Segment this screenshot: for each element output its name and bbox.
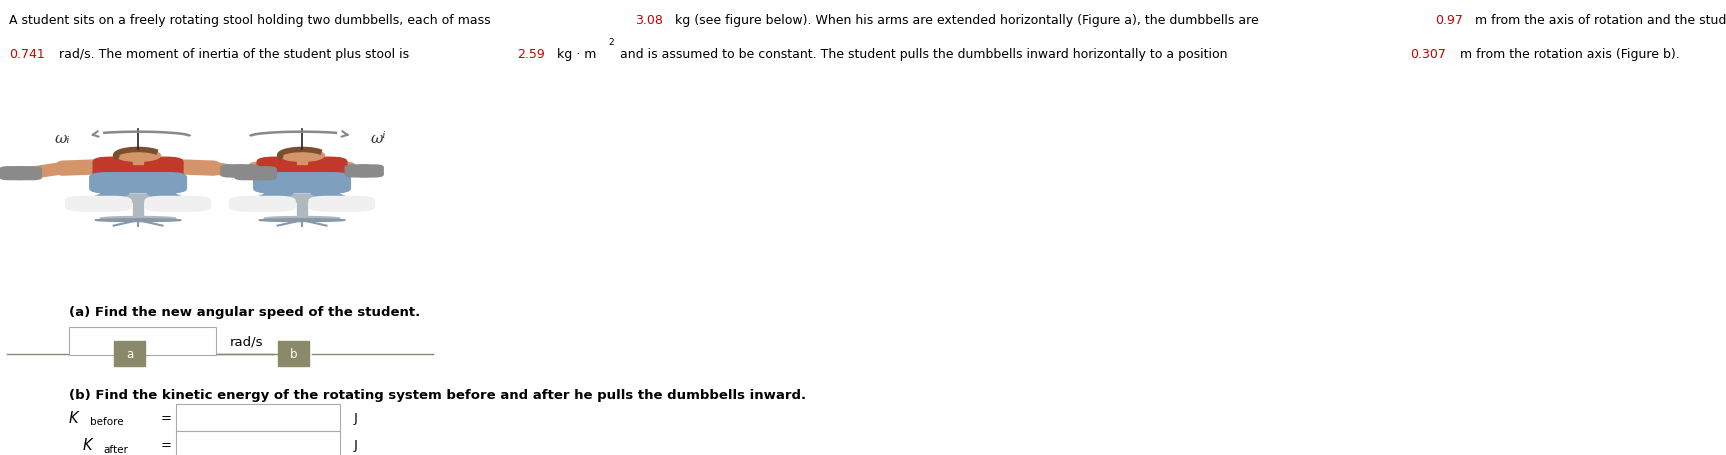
- Text: 2.59: 2.59: [516, 48, 545, 61]
- Text: kg (see figure below). When his arms are extended horizontally (Figure a), the d: kg (see figure below). When his arms are…: [671, 14, 1263, 27]
- FancyBboxPatch shape: [145, 197, 211, 212]
- Ellipse shape: [264, 217, 340, 221]
- FancyBboxPatch shape: [95, 195, 181, 202]
- FancyBboxPatch shape: [114, 341, 145, 366]
- Text: before: before: [90, 416, 123, 426]
- FancyBboxPatch shape: [176, 431, 340, 455]
- Text: kg · m: kg · m: [552, 48, 595, 61]
- FancyBboxPatch shape: [259, 195, 345, 202]
- FancyBboxPatch shape: [90, 173, 186, 193]
- Text: J: J: [354, 411, 357, 424]
- FancyBboxPatch shape: [133, 161, 143, 164]
- Text: 0.741: 0.741: [9, 48, 45, 61]
- Text: J: J: [354, 439, 357, 451]
- FancyBboxPatch shape: [297, 200, 307, 216]
- FancyBboxPatch shape: [176, 404, 340, 431]
- Ellipse shape: [95, 219, 181, 222]
- Text: 3.08: 3.08: [635, 14, 663, 27]
- FancyBboxPatch shape: [297, 161, 307, 164]
- Text: A student sits on a freely rotating stool holding two dumbbells, each of mass: A student sits on a freely rotating stoo…: [9, 14, 494, 27]
- FancyBboxPatch shape: [235, 167, 262, 180]
- FancyBboxPatch shape: [278, 341, 309, 366]
- FancyBboxPatch shape: [0, 167, 28, 180]
- Text: (b) Find the kinetic energy of the rotating system before and after he pulls the: (b) Find the kinetic energy of the rotat…: [69, 388, 806, 401]
- Text: rad/s: rad/s: [230, 335, 262, 348]
- FancyBboxPatch shape: [309, 197, 375, 212]
- Text: 2: 2: [609, 38, 614, 47]
- Text: m from the axis of rotation and the student rotates with an angular speed of: m from the axis of rotation and the stud…: [1471, 14, 1726, 27]
- Text: a: a: [126, 347, 133, 360]
- FancyBboxPatch shape: [231, 166, 259, 177]
- Text: 0.97: 0.97: [1434, 14, 1462, 27]
- FancyBboxPatch shape: [133, 200, 143, 216]
- Text: K: K: [83, 438, 93, 452]
- FancyBboxPatch shape: [254, 173, 350, 193]
- FancyBboxPatch shape: [230, 197, 295, 212]
- FancyBboxPatch shape: [93, 158, 183, 184]
- FancyBboxPatch shape: [221, 166, 249, 177]
- Text: =: =: [161, 411, 171, 424]
- FancyBboxPatch shape: [345, 166, 373, 177]
- Ellipse shape: [259, 219, 345, 222]
- Text: =: =: [161, 439, 171, 451]
- Text: b: b: [290, 347, 297, 360]
- FancyBboxPatch shape: [69, 328, 216, 355]
- Ellipse shape: [100, 217, 176, 221]
- FancyBboxPatch shape: [249, 167, 276, 180]
- Text: m from the rotation axis (Figure b).: m from the rotation axis (Figure b).: [1457, 48, 1679, 61]
- Text: ωᵢ: ωᵢ: [55, 132, 69, 146]
- Text: rad/s. The moment of inertia of the student plus stool is: rad/s. The moment of inertia of the stud…: [55, 48, 413, 61]
- Text: (a) Find the new angular speed of the student.: (a) Find the new angular speed of the st…: [69, 305, 421, 318]
- Text: and is assumed to be constant. The student pulls the dumbbells inward horizontal: and is assumed to be constant. The stude…: [616, 48, 1231, 61]
- Circle shape: [280, 150, 324, 162]
- Circle shape: [116, 150, 161, 162]
- Text: ωⁱ: ωⁱ: [371, 132, 385, 146]
- FancyBboxPatch shape: [14, 167, 41, 180]
- FancyBboxPatch shape: [356, 166, 383, 177]
- FancyBboxPatch shape: [66, 197, 131, 212]
- Text: 0.307: 0.307: [1410, 48, 1446, 61]
- Text: after: after: [104, 444, 128, 454]
- Text: K: K: [69, 410, 79, 425]
- FancyBboxPatch shape: [257, 158, 347, 184]
